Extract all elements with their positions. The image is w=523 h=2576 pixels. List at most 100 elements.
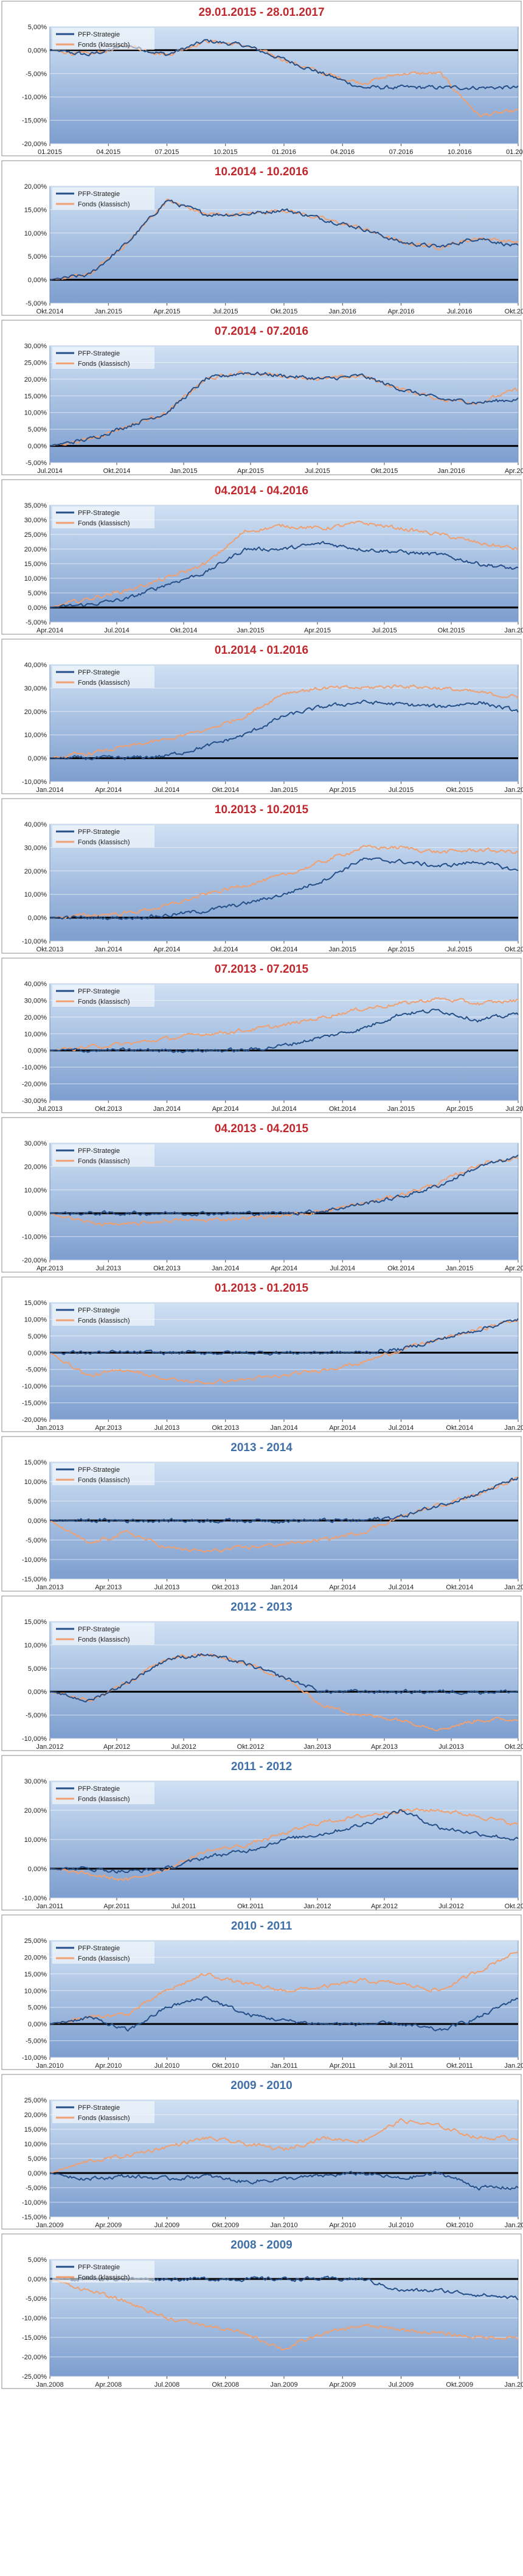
y-tick-label: 5,00% xyxy=(28,253,47,261)
series-line-strategy xyxy=(49,1809,519,1874)
chart-svg: 30,00% 25,00% 20,00% 15,00% 10,00% 5,00% 0,00%… xyxy=(1,320,523,475)
chart-title: 07.2013 - 07.2015 xyxy=(215,963,309,976)
chart-svg: 5,00% 0,00% -5,00% -10,00% -15,00% -20,00% -25… xyxy=(1,2233,523,2389)
y-tick-label: 0,00% xyxy=(28,1517,47,1525)
x-tick-label: Jan.2008 xyxy=(36,2381,63,2389)
series-line-strategy xyxy=(50,1009,519,1054)
x-tick-label: Jul.2014 xyxy=(37,467,63,475)
y-tick-label: 30,00% xyxy=(24,1140,47,1147)
y-tick-label: -5,00% xyxy=(26,2185,47,2192)
y-tick-label: 20,00% xyxy=(24,1807,47,1815)
series-line-fund xyxy=(49,520,519,608)
y-tick-label: 5,00% xyxy=(28,1665,47,1673)
x-tick-label: Jul.2014 xyxy=(104,627,130,634)
x-tick-label: Okt.2013 xyxy=(153,1265,181,1272)
x-tick-label: Apr.2014 xyxy=(36,627,63,634)
y-tick-label: -5,00% xyxy=(26,619,47,626)
legend-label-fund: Fonds (klassisch) xyxy=(78,839,130,846)
legend-label-fund: Fonds (klassisch) xyxy=(78,1796,130,1803)
y-tick-label: 25,00% xyxy=(24,359,47,366)
y-tick-label: 10,00% xyxy=(24,1479,47,1486)
x-tick-label: Apr.2016 xyxy=(505,467,523,475)
x-tick-label: Jan.2016 xyxy=(437,467,465,475)
chart-panel: 15,00% 10,00% 5,00% 0,00% -5,00% -10,00% -15,0… xyxy=(0,1435,523,1595)
y-tick-label: 0,00% xyxy=(28,915,47,922)
legend-label-fund: Fonds (klassisch) xyxy=(78,1317,130,1325)
legend: PFP-Strategie Fonds (klassisch) xyxy=(52,985,154,1007)
y-tick-label: -5,00% xyxy=(26,460,47,467)
legend-label-fund: Fonds (klassisch) xyxy=(78,2274,130,2281)
legend: PFP-Strategie Fonds (klassisch) xyxy=(52,1144,154,1166)
x-tick-label: Okt.2011 xyxy=(446,2062,473,2070)
y-tick-label: 15,00% xyxy=(24,206,47,214)
x-tick-label: Jul.2010 xyxy=(154,2062,180,2070)
x-tick-label: Jan.2014 xyxy=(36,786,63,794)
y-tick-label: 10,00% xyxy=(24,1836,47,1844)
y-tick-label: 10,00% xyxy=(24,1642,47,1649)
chart-panel: 5,00% 0,00% -5,00% -10,00% -15,00% -20,00% -25… xyxy=(0,2233,523,2392)
x-tick-label: Jul.2014 xyxy=(389,1424,414,1432)
chart-svg: 25,00% 20,00% 15,00% 10,00% 5,00% 0,00% -5,00%… xyxy=(1,2074,523,2230)
y-tick-label: -5,00% xyxy=(26,2038,47,2045)
y-tick-label: 10,00% xyxy=(24,1187,47,1194)
y-tick-label: 35,00% xyxy=(24,502,47,509)
y-tick-label: 20,00% xyxy=(24,376,47,383)
y-tick-label: 20,00% xyxy=(24,183,47,191)
x-tick-label: Okt.2009 xyxy=(446,2381,473,2389)
chart-title: 2010 - 2011 xyxy=(231,1920,293,1933)
y-tick-label: 40,00% xyxy=(24,662,47,669)
y-tick-label: 15,00% xyxy=(24,1300,47,1307)
x-tick-label: Jul.2008 xyxy=(154,2381,180,2389)
chart-svg: 40,00%30,00%20,00%10,00%0,00%-10,00%Jan.… xyxy=(1,639,523,794)
chart-panel: 40,00% 30,00% 20,00% 10,00% 0,00% -10,00% Jan.… xyxy=(0,638,523,797)
legend-label-strategy: PFP-Strategie xyxy=(78,31,120,38)
y-tick-label: -10,00% xyxy=(22,2315,47,2322)
x-tick-label: Apr.2008 xyxy=(95,2381,122,2389)
series-line-fund xyxy=(49,2118,519,2174)
chart-title: 2009 - 2010 xyxy=(230,2079,292,2092)
y-tick-label: 20,00% xyxy=(24,546,47,553)
x-tick-label: Jan.2014 xyxy=(153,1105,181,1113)
y-tick-label: 0,00% xyxy=(28,2276,47,2283)
x-tick-label: Jul.2013 xyxy=(438,1743,464,1751)
series-line-strategy xyxy=(50,1154,519,1217)
y-tick-label: 15,00% xyxy=(24,561,47,568)
y-tick-label: -5,00% xyxy=(26,1712,47,1720)
chart-svg: 40,00%30,00%20,00%10,00%0,00%-10,00%Okt.… xyxy=(1,798,523,954)
y-tick-label: 0,00% xyxy=(28,755,47,763)
x-tick-label: Jul.2015 xyxy=(447,946,473,953)
y-tick-label: -5,00% xyxy=(26,300,47,307)
x-tick-label: Jan.2009 xyxy=(270,2381,297,2389)
x-tick-label: Okt.2013 xyxy=(212,1424,239,1432)
y-tick-label: -25,00% xyxy=(22,2373,47,2381)
chart-title: 29.01.2015 - 28.01.2017 xyxy=(198,6,324,19)
x-tick-label: Jan.2013 xyxy=(303,1743,331,1751)
chart-panel: 35,00% 30,00% 25,00% 20,00% 15,00% 10,00% 5,00… xyxy=(0,478,523,638)
x-tick-label: Jul.2014 xyxy=(271,1105,297,1113)
x-tick-label: Jul.2009 xyxy=(154,2222,180,2229)
x-tick-label: Apr.2014 xyxy=(329,1584,356,1591)
x-tick-label: Okt.2013 xyxy=(95,1105,122,1113)
legend-label-fund: Fonds (klassisch) xyxy=(78,1636,130,1643)
legend-label-strategy: PFP-Strategie xyxy=(78,669,120,676)
chart-title: 01.2014 - 01.2016 xyxy=(215,644,308,657)
y-tick-label: 0,00% xyxy=(28,443,47,450)
y-tick-label: -10,00% xyxy=(22,1234,47,1241)
x-tick-label: Jul.2010 xyxy=(389,2222,414,2229)
x-tick-label: Jul.2015 xyxy=(213,308,238,315)
x-tick-label: Okt.2015 xyxy=(505,946,523,953)
x-tick-label: 04.2016 xyxy=(330,149,355,156)
chart-panel: 5,00% 0,00% -5,00% -10,00% -15,00% -20,00% 01.… xyxy=(0,0,523,159)
legend-label-strategy: PFP-Strategie xyxy=(78,1945,120,1952)
x-tick-label: Okt.2014 xyxy=(170,627,198,634)
chart-svg: 15,00% 10,00% 5,00% 0,00% -5,00% -10,00% -15,0… xyxy=(1,1276,523,1432)
series-line-fund xyxy=(49,1807,519,1881)
y-tick-label: 5,00% xyxy=(28,1333,47,1340)
legend-label-fund: Fonds (klassisch) xyxy=(78,1158,130,1165)
y-tick-label: 5,00% xyxy=(28,24,47,31)
chart-title: 01.2013 - 01.2015 xyxy=(215,1282,309,1295)
x-tick-label: Jul.2016 xyxy=(447,308,473,315)
chart-panel: 15,00% 10,00% 5,00% 0,00% -5,00% -10,00% -15,0… xyxy=(0,1276,523,1435)
x-tick-label: Apr.2015 xyxy=(446,1105,473,1113)
